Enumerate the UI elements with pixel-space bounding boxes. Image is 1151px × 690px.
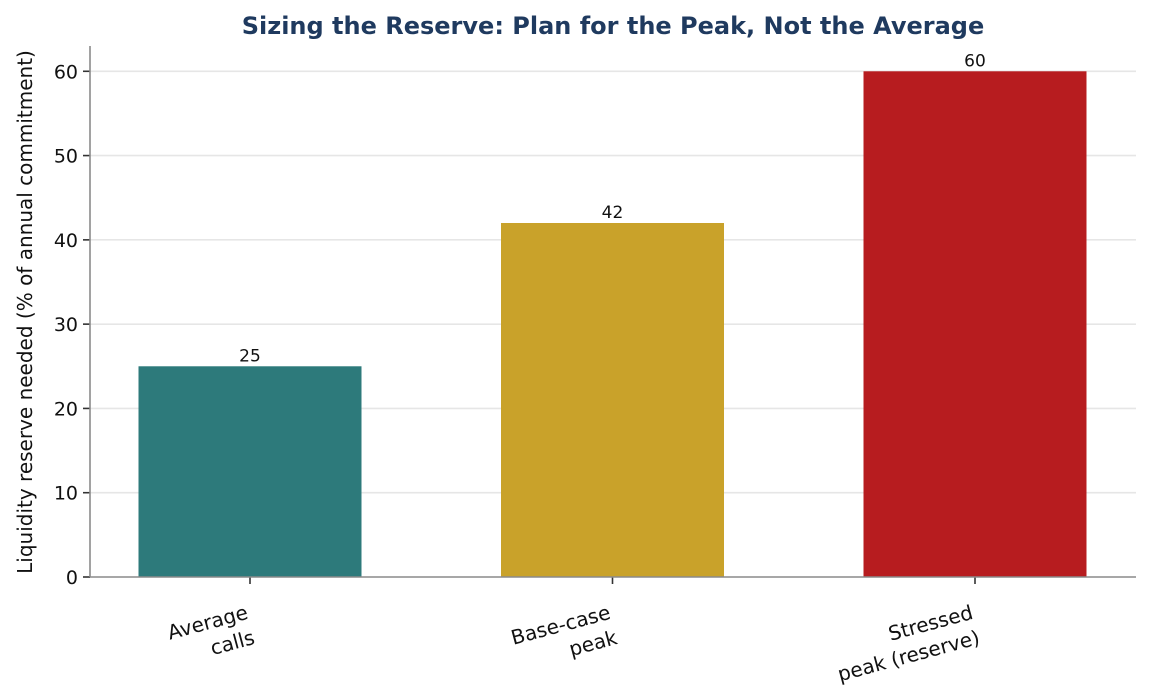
y-tick-label: 30: [54, 314, 78, 336]
data-label: 42: [602, 203, 624, 223]
bar: [138, 366, 362, 577]
y-tick-label: 0: [66, 567, 78, 589]
y-tick-label: 60: [54, 61, 78, 83]
y-tick-label: 50: [54, 146, 78, 168]
y-tick-label: 10: [54, 483, 78, 505]
y-tick-label: 40: [54, 230, 78, 252]
bar: [501, 223, 724, 577]
chart-title: Sizing the Reserve: Plan for the Peak, N…: [242, 12, 985, 40]
bar: [863, 71, 1087, 578]
data-label: 60: [964, 51, 986, 71]
data-label: 25: [239, 346, 261, 366]
y-tick-label: 20: [54, 398, 78, 420]
bars: [138, 71, 1087, 578]
axes: [83, 46, 1136, 584]
y-axis-label: Liquidity reserve needed (% of annual co…: [13, 50, 37, 574]
